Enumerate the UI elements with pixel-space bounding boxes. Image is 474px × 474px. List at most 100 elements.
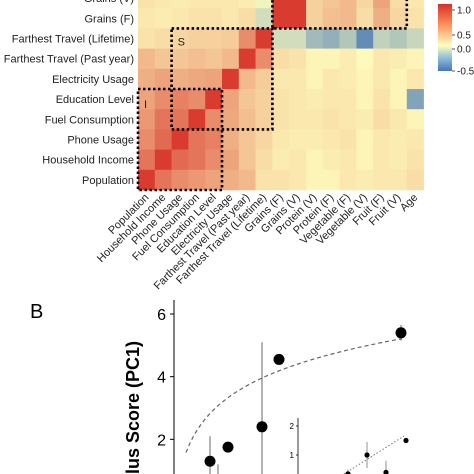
heatmap-cell (205, 169, 223, 191)
heatmap-cell (289, 149, 307, 171)
heatmap-cell (255, 68, 273, 90)
heatmap-cell (171, 149, 189, 171)
heatmap-cell (138, 109, 156, 130)
color-legend-tick-label: 0.5 (457, 31, 471, 42)
heatmap-cell (390, 109, 408, 130)
data-point (256, 421, 268, 433)
heatmap-cell (222, 129, 240, 150)
heatmap-cell (255, 129, 273, 150)
heatmap-cell (255, 169, 273, 191)
heatmap-cell (154, 169, 172, 191)
heatmap-cell (272, 109, 290, 130)
heatmap-cell (188, 109, 206, 130)
heatmap-cell (255, 28, 273, 49)
heatmap-cell (154, 129, 172, 150)
heatmap-cell (339, 89, 357, 110)
heatmap-cell (322, 48, 340, 70)
heatmap-cell (322, 89, 340, 110)
heatmap-cell (171, 129, 189, 150)
heatmap-cell (406, 149, 424, 171)
heatmap-cell (154, 68, 172, 90)
heatmap-cell (238, 109, 256, 130)
heatmap-cell (406, 48, 424, 70)
heatmap-cell (322, 8, 340, 29)
heatmap-cell (322, 0, 340, 9)
heatmap-cell (238, 48, 256, 70)
heatmap-cell (272, 129, 290, 150)
heatmap-cell (373, 169, 391, 191)
inset-data-point (403, 437, 409, 444)
heatmap-cell (322, 169, 340, 191)
inset-data-point (364, 452, 370, 458)
heatmap-cell (339, 129, 357, 150)
heatmap-cell (154, 149, 172, 171)
heatmap-cell (222, 8, 240, 29)
heatmap-cell (356, 68, 374, 90)
heatmap-cell (171, 0, 189, 9)
heatmap-cell (138, 149, 156, 171)
cluster-label-i: I (144, 99, 147, 111)
heatmap-cell (238, 68, 256, 90)
heatmap-cell (406, 89, 424, 110)
heatmap-cell (390, 149, 408, 171)
heatmap-cell (373, 48, 391, 70)
heatmap-cell (188, 0, 206, 9)
heatmap-cell (339, 109, 357, 130)
heatmap-cell (373, 28, 391, 49)
heatmap-cell (339, 48, 357, 70)
heatmap-cell (272, 68, 290, 90)
data-point (204, 455, 216, 467)
heatmap-cell (238, 89, 256, 110)
heatmap-row-label: Grains (V) (84, 0, 134, 5)
heatmap-cell (255, 0, 273, 9)
heatmap-cell (356, 149, 374, 171)
heatmap-cell (406, 129, 424, 150)
data-point (395, 327, 407, 339)
data-point (273, 353, 285, 365)
heatmap-cell (306, 0, 324, 9)
heatmap-cell (222, 89, 240, 110)
heatmap-cell (188, 129, 206, 150)
heatmap-cell (188, 89, 206, 110)
heatmap-cell (154, 8, 172, 29)
heatmap-cell (272, 8, 290, 29)
heatmap-cell (154, 89, 172, 110)
heatmap-row-label: Population (82, 175, 134, 187)
heatmap-cell (188, 28, 206, 49)
color-legend-tick-label: 0.0 (457, 45, 471, 56)
color-legend-bar (438, 4, 452, 71)
heatmap-row-label: Farthest Travel (Past year) (4, 54, 134, 66)
y-tick-label: 6 (157, 307, 166, 324)
heatmap-cell (238, 8, 256, 29)
heatmap-cell (188, 48, 206, 70)
heatmap-cell (406, 68, 424, 90)
heatmap-cell (171, 89, 189, 110)
heatmap-cell (390, 169, 408, 191)
heatmap-cell (306, 48, 324, 70)
heatmap-cell (306, 89, 324, 110)
heatmap-cell (356, 89, 374, 110)
heatmap-cell (222, 48, 240, 70)
heatmap-cell (406, 8, 424, 29)
heatmap-cell (222, 149, 240, 171)
heatmap-row-label: Farthest Travel (Lifetime) (12, 34, 134, 46)
heatmap-cell (238, 129, 256, 150)
heatmap-cell (373, 129, 391, 150)
heatmap-cell (171, 8, 189, 29)
heatmap-cell (171, 28, 189, 49)
heatmap-cell (188, 8, 206, 29)
heatmap-cell (222, 169, 240, 191)
correlation-heatmap: Grains (V) Grains (F) Farthest Travel (Lif… (4, 0, 424, 292)
heatmap-cell (339, 169, 357, 191)
inset-trend-line (343, 435, 405, 474)
inset-data-point (345, 471, 351, 474)
heatmap-cell (289, 48, 307, 70)
inset-y-tick-label: 2 (290, 422, 295, 431)
heatmap-cell (306, 8, 324, 29)
heatmap-cell (306, 68, 324, 90)
heatmap-cell (222, 68, 240, 90)
inset-data-point (383, 469, 389, 474)
heatmap-cell (255, 48, 273, 70)
heatmap-cell (289, 109, 307, 130)
heatmap-cell (238, 149, 256, 171)
